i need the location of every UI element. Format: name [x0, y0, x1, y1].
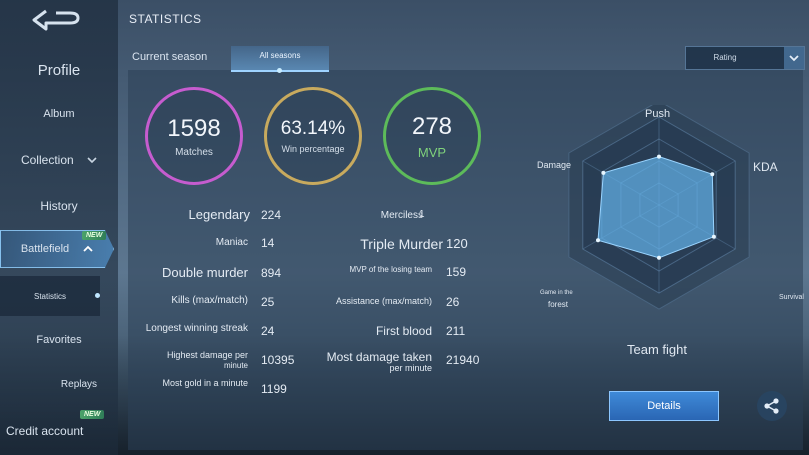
share-icon	[764, 398, 779, 414]
stat-label: Kills (max/match)	[171, 295, 248, 306]
page-title: STATISTICS	[129, 12, 202, 26]
radar-point	[657, 255, 661, 260]
stat-value: 26	[446, 295, 460, 309]
stat-label: Merciless	[380, 210, 423, 221]
back-arrow-icon	[32, 9, 80, 31]
ability-radar-chart	[568, 105, 750, 310]
mvp-label: MVP	[417, 144, 447, 160]
stat-label: Most damage taken	[326, 350, 432, 364]
radar-label-damage: Damage	[537, 160, 572, 170]
sidebar-item-replays[interactable]: Replays	[60, 379, 98, 390]
rating-dropdown[interactable]: Rating	[685, 46, 805, 70]
stat-label: Assistance (max/match)	[335, 296, 432, 306]
chevron-up-icon	[83, 243, 93, 255]
stat-value: 120	[446, 236, 468, 251]
new-badge: NEW	[82, 231, 107, 240]
sidebar-item-favorites[interactable]: Favorites	[36, 334, 82, 346]
share-button[interactable]	[757, 391, 787, 421]
rating-dropdown-value: Rating	[713, 53, 737, 62]
stat-label: MVP of the losing team	[349, 265, 432, 274]
stat-label: Most gold in a minute	[162, 378, 248, 388]
details-button[interactable]: Details	[609, 391, 719, 421]
stat-label-line2: per minute	[389, 363, 432, 373]
radar-label-forest-line2: forest	[548, 300, 569, 309]
sidebar-item-collection[interactable]: Collection	[0, 153, 118, 167]
matches-circle: 1598 Matches	[145, 87, 243, 185]
selected-dot-icon	[95, 293, 100, 298]
tab-indicator-dot	[277, 68, 282, 73]
radar-point	[601, 170, 606, 175]
sidebar-item-credit-account[interactable]: Credit account	[6, 424, 84, 438]
stat-value: 894	[261, 266, 282, 280]
stat-value: 25	[261, 295, 275, 309]
stat-value: 1	[419, 209, 425, 220]
stat-value: 159	[446, 265, 467, 279]
sidebar-item-history[interactable]: History	[40, 199, 78, 213]
radar-points	[596, 154, 716, 260]
mvp-value: 278	[411, 112, 453, 140]
stat-value: 211	[446, 324, 466, 338]
sidebar-item-album[interactable]: Album	[43, 108, 75, 120]
sidebar: Profile Album Collection History Battlef…	[0, 0, 118, 455]
tab-label: All seasons	[259, 51, 301, 60]
radar-label-team-fight: Team fight	[627, 342, 687, 357]
tab-current-season[interactable]: Current season	[132, 51, 208, 63]
stat-value: 1199	[261, 382, 287, 396]
tab-all-seasons[interactable]: All seasons	[231, 46, 329, 73]
sidebar-item-profile[interactable]: Profile	[37, 62, 81, 79]
chevron-down-icon	[784, 47, 804, 69]
stat-label: Triple Murder	[360, 236, 443, 252]
matches-value: 1598	[167, 114, 221, 142]
stat-value: 224	[261, 208, 282, 222]
stat-label: First blood	[375, 324, 432, 338]
radar-value-area	[597, 156, 715, 259]
radar-point	[711, 234, 716, 239]
radar-point	[596, 238, 600, 243]
stat-label: Double murder	[162, 265, 248, 280]
radar-label-survival: Survival	[779, 294, 804, 301]
radar-point	[657, 154, 661, 159]
chevron-down-icon	[87, 153, 97, 167]
radar-label-forest-line1: Game in the	[540, 290, 573, 296]
win-percentage-value: 63.14%	[280, 118, 346, 139]
stat-label-line2: minute	[223, 361, 248, 370]
sidebar-item-label: Statistics	[33, 291, 66, 301]
matches-label: Matches	[175, 146, 213, 158]
radar-point	[710, 172, 715, 177]
back-button[interactable]	[18, 6, 98, 36]
stat-label: Legendary	[188, 207, 250, 222]
sidebar-item-label: Collection	[20, 153, 74, 167]
stat-label: Maniac	[215, 237, 248, 248]
new-badge: NEW	[80, 410, 105, 419]
stat-value: 21940	[446, 353, 480, 367]
radar-label-push: Push	[645, 108, 671, 120]
stat-value: 10395	[261, 353, 295, 367]
sidebar-item-statistics[interactable]: Statistics	[0, 276, 100, 316]
stat-label: Highest damage per	[166, 350, 248, 360]
stat-value: 24	[261, 324, 275, 338]
stat-value: 14	[261, 236, 275, 250]
stat-label: Longest winning streak	[145, 323, 248, 334]
mvp-circle: 278 MVP	[383, 87, 481, 185]
win-percentage-circle: 63.14% Win percentage	[264, 87, 362, 185]
sidebar-item-label: Battlefield	[20, 243, 70, 255]
win-percentage-label: Win percentage	[281, 144, 345, 154]
radar-label-kda: KDA	[753, 160, 778, 174]
